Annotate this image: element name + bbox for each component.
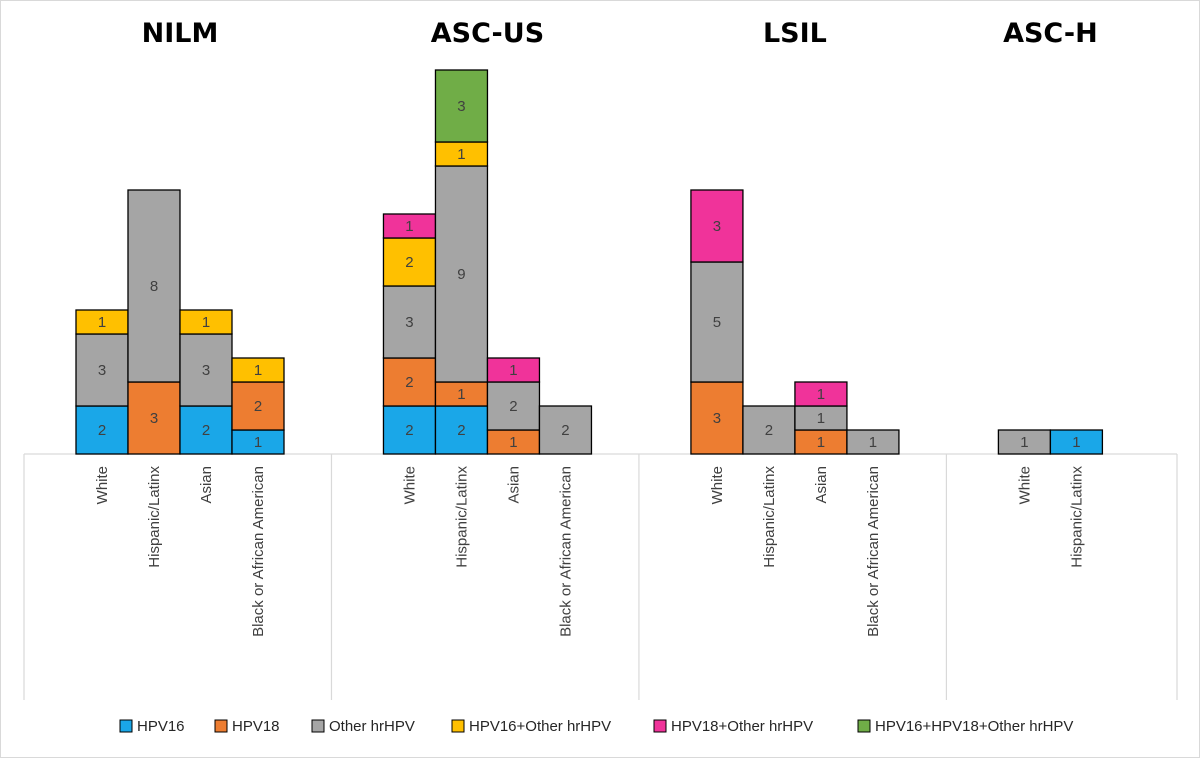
segment-value-label: 5 <box>713 314 721 331</box>
segment-value-label: 1 <box>254 362 262 379</box>
category-label: White <box>1016 466 1033 504</box>
segment-value-label: 2 <box>509 398 517 415</box>
segment-value-label: 2 <box>765 422 773 439</box>
category-label: Hispanic/Latinx <box>1068 466 1085 568</box>
bar-segment <box>382 405 437 455</box>
bar-segment <box>231 381 285 431</box>
bar-segment <box>434 405 489 455</box>
segment-value-label: 1 <box>202 314 210 331</box>
segment-value-label: 1 <box>98 314 106 331</box>
segment-value-label: 2 <box>405 422 413 439</box>
bar-segment <box>231 357 285 383</box>
bar-segment <box>179 333 233 407</box>
legend-swatch <box>214 719 228 733</box>
bar-segment <box>75 309 129 335</box>
segment-value-label: 2 <box>405 254 413 271</box>
bar-segment <box>127 189 181 383</box>
bar-segment <box>434 69 489 143</box>
segment-value-label: 3 <box>457 98 465 115</box>
segment-value-label: 1 <box>509 362 517 379</box>
segment-value-label: 3 <box>405 314 413 331</box>
bar-segment <box>794 429 848 455</box>
legend-swatch <box>311 719 325 733</box>
bar-segment <box>846 429 900 455</box>
category-label: Asian <box>813 466 830 504</box>
category-label: Asian <box>198 466 215 504</box>
bar-segment <box>794 381 848 407</box>
legend-label: HPV16+Other hrHPV <box>469 718 611 735</box>
legend-label: HPV16+HPV18+Other hrHPV <box>875 718 1073 735</box>
bar-segment <box>382 237 437 287</box>
segment-value-label: 1 <box>817 410 825 427</box>
category-label: Black or African American <box>865 466 882 637</box>
legend-label: HPV18 <box>232 718 280 735</box>
segment-value-label: 1 <box>869 434 877 451</box>
legend-swatch <box>857 719 871 733</box>
segment-value-label: 3 <box>713 410 721 427</box>
category-label: Hispanic/Latinx <box>146 466 163 568</box>
segment-value-label: 1 <box>457 146 465 163</box>
bar-segment <box>127 381 181 455</box>
segment-value-label: 3 <box>202 362 210 379</box>
bar-segment <box>179 309 233 335</box>
bar-segment <box>690 261 744 383</box>
category-label: Black or African American <box>557 466 574 637</box>
segment-value-label: 2 <box>202 422 210 439</box>
segment-value-label: 3 <box>713 218 721 235</box>
segment-value-label: 3 <box>98 362 106 379</box>
group-title: NILM <box>142 18 219 49</box>
segment-value-label: 2 <box>457 422 465 439</box>
bar-segment <box>382 285 437 359</box>
segment-value-label: 1 <box>1072 434 1080 451</box>
segment-value-label: 2 <box>98 422 106 439</box>
segment-value-label: 1 <box>254 434 262 451</box>
category-label: White <box>401 466 418 504</box>
legend-swatch <box>451 719 465 733</box>
bar-segment <box>382 213 437 239</box>
category-label: Black or African American <box>250 466 267 637</box>
group-title: ASC-US <box>431 18 544 49</box>
segment-value-label: 1 <box>1020 434 1028 451</box>
segment-value-label: 1 <box>457 386 465 403</box>
bar-segment <box>794 405 848 431</box>
category-label: Hispanic/Latinx <box>761 466 778 568</box>
bar-segment <box>690 189 744 263</box>
bar-segment <box>486 357 541 383</box>
segment-value-label: 2 <box>561 422 569 439</box>
group-title: LSIL <box>763 18 827 49</box>
bar-segment <box>742 405 796 455</box>
category-label: White <box>94 466 111 504</box>
legend-label: HPV16 <box>137 718 185 735</box>
legend-label: HPV18+Other hrHPV <box>671 718 813 735</box>
category-label: Hispanic/Latinx <box>453 466 470 568</box>
category-label: Asian <box>505 466 522 504</box>
segment-value-label: 1 <box>817 434 825 451</box>
segment-value-label: 1 <box>405 218 413 235</box>
bar-segment <box>434 381 489 407</box>
bar-segment <box>434 165 489 383</box>
bar-segment <box>75 333 129 407</box>
bar-segment <box>538 405 593 455</box>
bar-segment <box>486 381 541 431</box>
group-title: ASC-H <box>1003 18 1098 49</box>
segment-value-label: 9 <box>457 266 465 283</box>
segment-value-label: 2 <box>405 374 413 391</box>
segment-value-label: 8 <box>150 278 158 295</box>
legend-swatch <box>119 719 133 733</box>
segment-value-label: 1 <box>509 434 517 451</box>
category-label: White <box>709 466 726 504</box>
bar-segment <box>997 429 1052 455</box>
segment-value-label: 3 <box>150 410 158 427</box>
segment-value-label: 2 <box>254 398 262 415</box>
segment-value-label: 1 <box>817 386 825 403</box>
legend-label: Other hrHPV <box>329 718 415 735</box>
legend-swatch <box>653 719 667 733</box>
bar-segment <box>1049 429 1104 455</box>
